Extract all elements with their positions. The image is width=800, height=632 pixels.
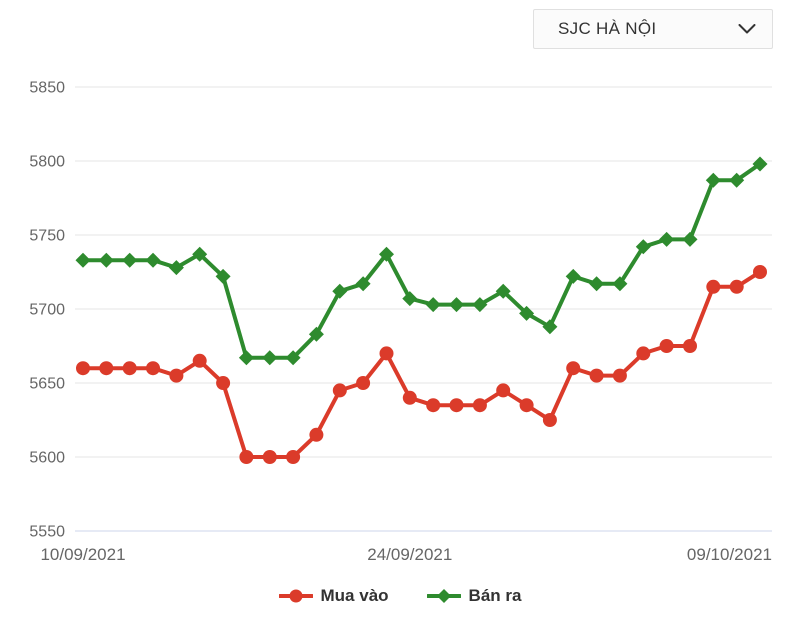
data-point-ban-ra[interactable]: [238, 350, 254, 366]
data-point-mua-vao[interactable]: [122, 361, 137, 376]
data-point-ban-ra[interactable]: [519, 305, 535, 321]
y-axis-label: 5650: [29, 376, 65, 393]
y-axis-label: 5700: [29, 302, 65, 319]
data-point-ban-ra[interactable]: [472, 297, 488, 313]
data-point-ban-ra[interactable]: [682, 231, 698, 247]
data-point-mua-vao[interactable]: [753, 265, 767, 279]
data-point-mua-vao[interactable]: [659, 339, 674, 353]
ban-ra-line: [81, 162, 762, 360]
data-point-ban-ra[interactable]: [589, 276, 605, 292]
data-point-mua-vao[interactable]: [402, 390, 417, 405]
diamond-marker-icon: [426, 589, 461, 603]
chart-legend: Mua vào Bán ra: [0, 586, 800, 606]
data-point-mua-vao[interactable]: [496, 383, 511, 398]
data-point-ban-ra[interactable]: [449, 297, 464, 313]
y-axis-label: 5550: [29, 524, 65, 541]
data-point-mua-vao[interactable]: [146, 361, 160, 376]
data-point-mua-vao[interactable]: [76, 361, 90, 376]
data-point-ban-ra[interactable]: [285, 350, 301, 366]
legend-label: Bán ra: [468, 586, 522, 605]
data-point-mua-vao[interactable]: [332, 383, 347, 398]
data-point-ban-ra[interactable]: [168, 260, 184, 276]
data-point-ban-ra[interactable]: [495, 283, 511, 299]
data-point-mua-vao[interactable]: [472, 398, 487, 413]
data-point-ban-ra[interactable]: [752, 156, 768, 172]
data-point-ban-ra[interactable]: [215, 268, 231, 284]
legend-label: Mua vào: [320, 586, 389, 605]
data-point-mua-vao[interactable]: [356, 376, 371, 390]
location-select[interactable]: SJC HÀ NỘI: [533, 9, 773, 49]
data-point-ban-ra[interactable]: [379, 246, 394, 262]
data-point-mua-vao[interactable]: [99, 361, 114, 376]
data-point-ban-ra[interactable]: [612, 276, 628, 292]
x-axis-label: 09/10/2021: [687, 545, 772, 564]
data-point-ban-ra[interactable]: [729, 172, 745, 188]
data-point-mua-vao[interactable]: [262, 450, 277, 464]
data-point-ban-ra[interactable]: [332, 283, 348, 299]
data-point-ban-ra[interactable]: [542, 319, 558, 335]
data-point-mua-vao[interactable]: [566, 361, 581, 376]
data-point-mua-vao[interactable]: [426, 398, 441, 413]
data-point-ban-ra[interactable]: [659, 231, 675, 247]
circle-marker-icon: [278, 589, 313, 603]
data-point-mua-vao[interactable]: [192, 353, 207, 368]
data-point-mua-vao[interactable]: [519, 398, 534, 413]
data-point-mua-vao[interactable]: [169, 368, 184, 383]
data-point-mua-vao[interactable]: [589, 368, 604, 383]
data-point-ban-ra[interactable]: [122, 252, 138, 268]
data-point-ban-ra[interactable]: [635, 239, 651, 255]
data-point-mua-vao[interactable]: [636, 346, 651, 361]
data-point-ban-ra[interactable]: [402, 291, 418, 307]
data-point-ban-ra[interactable]: [75, 252, 91, 268]
y-axis-label: 5600: [29, 450, 65, 467]
data-point-mua-vao[interactable]: [612, 368, 627, 383]
data-point-mua-vao[interactable]: [286, 450, 301, 464]
y-axis-label: 5750: [29, 228, 65, 245]
location-select-value: SJC HÀ NỘI: [558, 19, 657, 38]
data-point-ban-ra[interactable]: [425, 297, 441, 313]
data-point-ban-ra[interactable]: [355, 276, 371, 292]
y-axis-label: 5800: [29, 154, 65, 171]
data-point-ban-ra[interactable]: [705, 172, 721, 188]
data-point-mua-vao[interactable]: [706, 279, 721, 294]
data-point-ban-ra[interactable]: [145, 252, 161, 268]
data-point-mua-vao[interactable]: [309, 427, 324, 442]
x-axis-label: 24/09/2021: [367, 545, 452, 564]
data-point-ban-ra[interactable]: [565, 268, 581, 284]
data-point-mua-vao[interactable]: [729, 279, 744, 294]
chevron-down-icon: [738, 24, 756, 34]
data-point-mua-vao[interactable]: [379, 346, 394, 361]
data-point-mua-vao[interactable]: [542, 413, 557, 427]
data-point-mua-vao[interactable]: [239, 450, 254, 464]
data-point-mua-vao[interactable]: [449, 398, 464, 413]
legend-item-ban-ra[interactable]: Bán ra: [426, 586, 522, 606]
legend-item-mua-vao[interactable]: Mua vào: [278, 586, 389, 606]
data-point-ban-ra[interactable]: [98, 252, 114, 268]
data-point-ban-ra[interactable]: [192, 246, 208, 262]
data-point-ban-ra[interactable]: [262, 350, 278, 366]
line-chart: 5550 5600 5650 5700 5750 5800 5850 10/09/2021 24…: [29, 80, 772, 564]
x-axis-label: 10/09/2021: [40, 545, 125, 564]
data-point-mua-vao[interactable]: [216, 376, 231, 390]
data-point-mua-vao[interactable]: [683, 339, 697, 353]
y-axis-label: 5850: [29, 80, 65, 97]
data-point-ban-ra[interactable]: [308, 326, 324, 342]
